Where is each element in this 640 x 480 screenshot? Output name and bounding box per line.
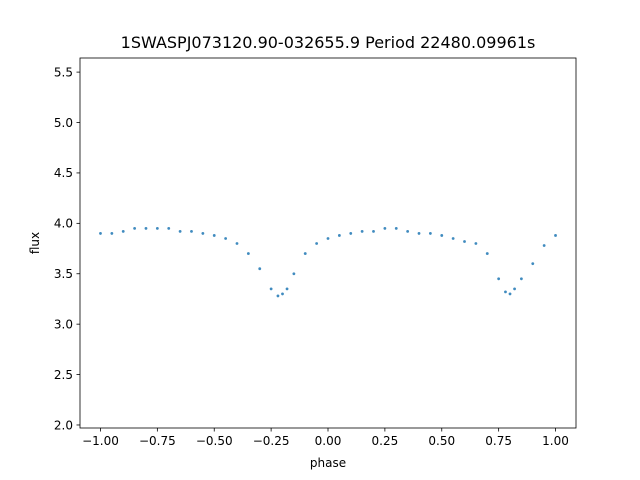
data-point: [360, 230, 364, 233]
y-tick-label: 2.0: [54, 418, 73, 432]
data-point: [372, 230, 375, 233]
data-point: [224, 237, 228, 240]
y-tick-label: 4.0: [54, 217, 73, 231]
data-point: [531, 262, 535, 266]
data-point: [190, 230, 193, 233]
plot-frame: [79, 57, 577, 429]
y-tick-label: 3.0: [54, 317, 73, 331]
x-tick-label: 0.75: [485, 434, 512, 448]
data-point: [485, 252, 489, 255]
data-point: [440, 234, 444, 237]
data-point: [542, 244, 546, 247]
x-tick-label: 0.00: [315, 434, 342, 448]
data-point: [99, 232, 102, 235]
data-point: [349, 232, 353, 235]
x-tick-label: −0.25: [253, 434, 290, 448]
data-point: [315, 242, 319, 245]
data-point: [428, 232, 432, 235]
data-point: [463, 240, 466, 243]
data-point: [258, 267, 262, 271]
y-tick-label: 5.5: [54, 65, 73, 79]
data-point: [133, 226, 137, 230]
data-point: [178, 230, 182, 233]
x-axis: −1.00 −0.75 −0.50 −0.25 0.00 0.25 0.50 0.75 1.00: [82, 428, 569, 448]
data-point: [235, 242, 239, 245]
data-point: [269, 287, 273, 291]
data-point: [246, 252, 250, 255]
data-point: [167, 226, 171, 230]
data-point: [406, 230, 410, 233]
data-point: [144, 226, 148, 230]
data-point: [276, 294, 280, 298]
y-tick-label: 2.5: [54, 368, 73, 382]
data-point: [417, 232, 421, 235]
x-tick-label: −0.75: [139, 434, 176, 448]
y-axis-label: flux: [28, 232, 42, 254]
data-point: [474, 242, 478, 245]
data-point: [451, 237, 455, 240]
x-tick-label: −0.50: [196, 434, 233, 448]
y-tick-label: 3.5: [54, 267, 73, 281]
x-axis-label: phase: [310, 456, 346, 470]
y-tick-label: 4.5: [54, 166, 73, 180]
data-point: [519, 277, 523, 281]
x-tick-label: −1.00: [82, 434, 119, 448]
data-point: [292, 272, 296, 276]
x-tick-label: 0.25: [372, 434, 399, 448]
scatter-points: [99, 226, 557, 298]
data-point: [110, 232, 114, 235]
data-point: [326, 237, 330, 240]
x-tick-label: 0.50: [428, 434, 455, 448]
data-point: [508, 292, 512, 296]
data-point: [121, 230, 125, 233]
x-tick-label: 1.00: [542, 434, 569, 448]
data-point: [394, 226, 398, 230]
y-tick-label: 5.0: [54, 116, 73, 130]
data-point: [303, 252, 307, 255]
data-point: [504, 290, 507, 294]
data-point: [497, 277, 501, 281]
data-point: [155, 226, 159, 230]
data-point: [285, 287, 289, 291]
data-point: [513, 287, 516, 291]
data-point: [201, 232, 205, 235]
y-axis: 2.0 2.5 3.0 3.5 4.0 4.5 5.0 5.5: [54, 65, 80, 432]
data-point: [337, 234, 341, 237]
data-point: [212, 234, 216, 237]
data-point: [281, 292, 284, 296]
data-point: [383, 226, 387, 230]
chart-title: 1SWASPJ073120.90-032655.9 Period 22480.0…: [121, 33, 536, 52]
data-point: [554, 234, 557, 237]
